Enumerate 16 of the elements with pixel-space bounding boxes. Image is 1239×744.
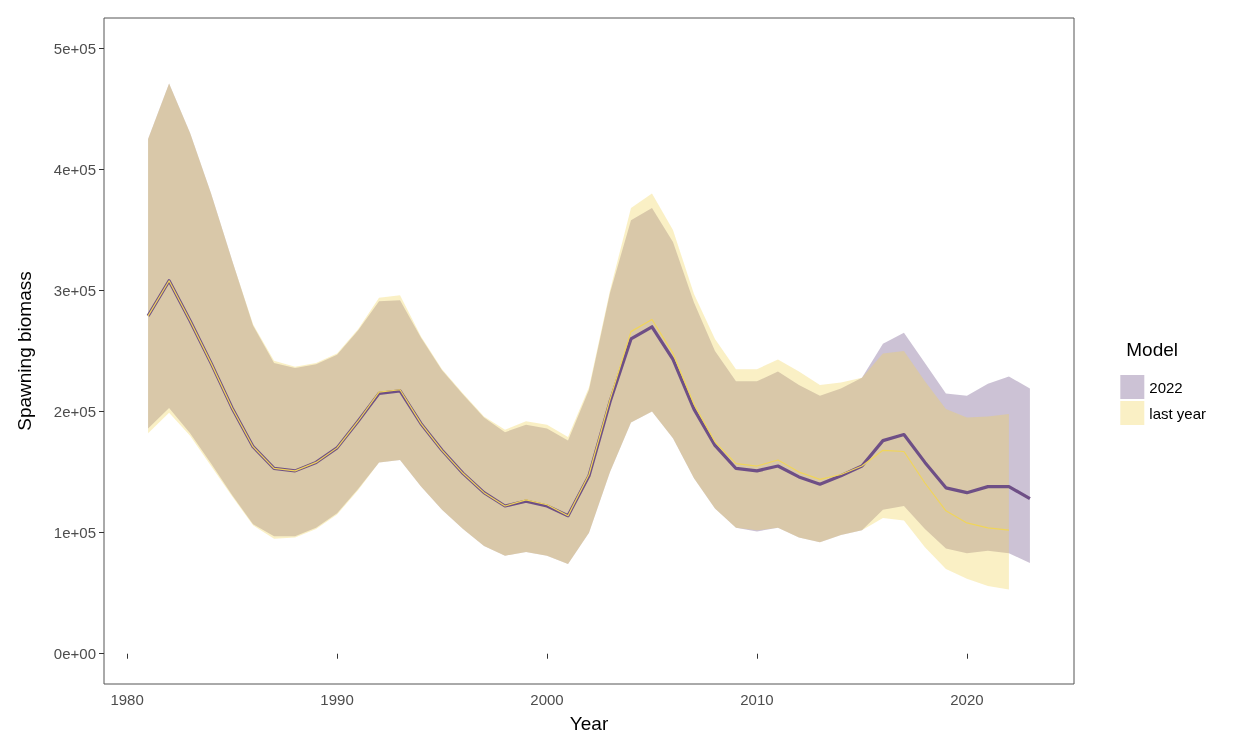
legend-title: Model bbox=[1126, 339, 1178, 360]
y-tick-label: 0e+00 bbox=[53, 645, 96, 663]
x-axis-title: Year bbox=[569, 713, 609, 734]
y-tick-label: 3e+05 bbox=[53, 281, 96, 299]
x-tick-label: 2020 bbox=[950, 691, 984, 708]
legend-label: 2022 bbox=[1149, 378, 1183, 396]
y-tick-label: 5e+05 bbox=[53, 39, 96, 57]
legend-label: last year bbox=[1149, 404, 1207, 422]
y-tick-label: 2e+05 bbox=[53, 403, 96, 421]
y-tick-label: 4e+05 bbox=[53, 160, 96, 178]
y-tick-label: 1e+05 bbox=[53, 524, 96, 542]
x-tick-label: 2010 bbox=[740, 691, 774, 708]
x-tick-label: 1980 bbox=[110, 691, 144, 708]
x-tick-label: 2000 bbox=[530, 691, 564, 708]
x-tick-label: 1990 bbox=[320, 691, 354, 708]
y-axis-title: Spawning biomass bbox=[14, 271, 35, 431]
